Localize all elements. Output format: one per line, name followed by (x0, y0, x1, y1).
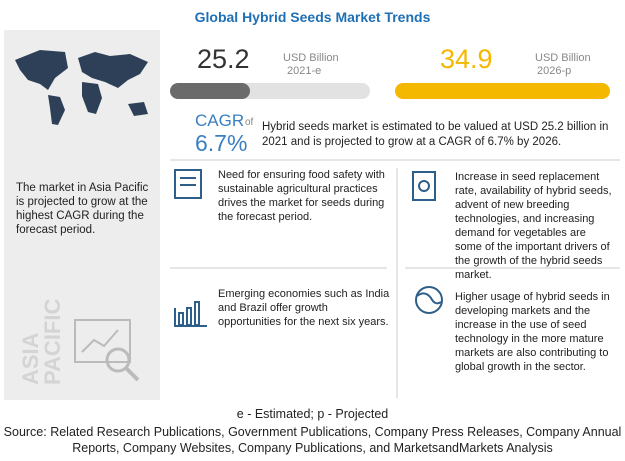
region-word: PACIFIC (40, 298, 65, 385)
unit: USD Billion (283, 52, 339, 64)
title: Global Hybrid Seeds Market Trends (194, 9, 431, 25)
progress-bar (170, 83, 370, 99)
driver-text: Need for ensuring food safety with susta… (218, 169, 385, 223)
cagr-value: 6.7% (195, 130, 248, 156)
driver-text: Higher usage of hybrid seeds in developi… (455, 291, 610, 373)
region-word: ASIA (18, 332, 43, 385)
source: Source: Related Research Publications, G… (3, 425, 622, 455)
market-value: 34.9 (440, 44, 493, 74)
analysis-icon (74, 319, 140, 382)
driver-text: Emerging economies such as India and Bra… (218, 288, 390, 328)
progress-bar (395, 83, 610, 99)
footnote: e - Estimated; p - Projected (236, 407, 389, 421)
region-label: ASIA PACIFIC (18, 298, 65, 385)
driver-text: Increase in seed replacement rate, avail… (455, 171, 612, 281)
cagr-of: of (245, 117, 254, 128)
world-map (15, 50, 148, 125)
dividers (170, 159, 620, 398)
left-text: The market in Asia Pacific is projected … (16, 182, 149, 236)
year: 2021-e (287, 65, 322, 77)
cagr-label: CAGR (195, 111, 245, 130)
market-value: 25.2 (197, 44, 250, 74)
unit: USD Billion (535, 52, 591, 64)
year: 2026-p (537, 65, 572, 77)
summary: Hybrid seeds market is estimated to be v… (262, 121, 609, 148)
